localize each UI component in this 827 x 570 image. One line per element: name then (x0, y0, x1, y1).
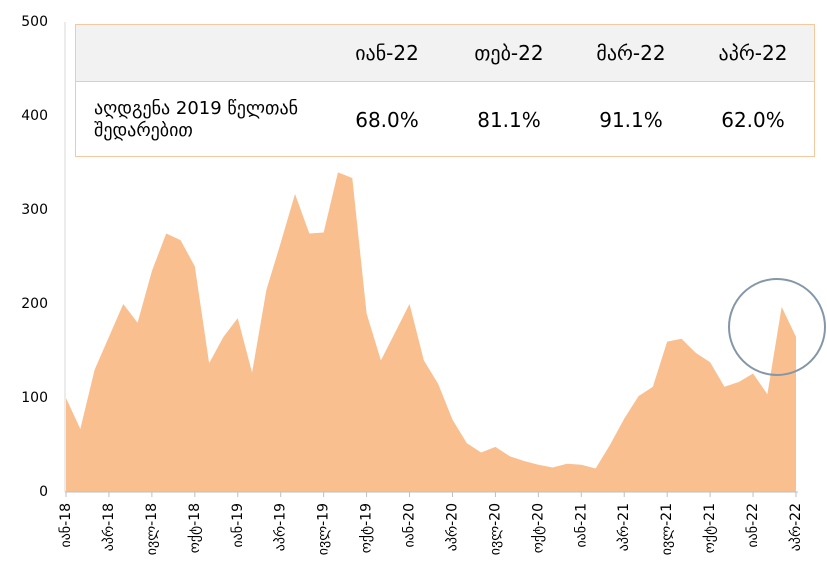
table-cell: 91.1% (599, 108, 663, 132)
x-tick-label: იან-19 (230, 503, 246, 548)
y-tick-label: 100 (21, 390, 48, 406)
x-tick-label: ივლ-20 (487, 503, 503, 555)
x-tick-label: აპრ-18 (100, 503, 117, 551)
table-header: იან-22 თებ-22 მარ-22 აპრ-22 (76, 25, 814, 82)
y-tick-label: 300 (21, 202, 48, 218)
x-tick-label: ოქტ-21 (702, 503, 718, 553)
x-tick-label: აპრ-19 (272, 503, 289, 551)
x-tick-label: ოქტ-20 (530, 503, 546, 553)
y-tick-label: 0 (39, 484, 48, 500)
area (66, 172, 796, 492)
y-tick-label: 200 (21, 296, 48, 312)
x-tick-label: ოქტ-18 (187, 503, 203, 553)
table-cell: 81.1% (477, 108, 541, 132)
x-tick-label: ივლ-19 (316, 503, 332, 555)
x-tick-label: იან-20 (402, 503, 418, 548)
table-header-cell: მარ-22 (596, 41, 666, 65)
table-header-cell: იან-22 (355, 41, 419, 65)
x-tick-label: ივლ-18 (144, 503, 160, 555)
table-header-cell: აპრ-22 (718, 41, 788, 65)
x-tick-label: ივლ-21 (659, 503, 675, 555)
x-tick-label: ოქტ-19 (359, 503, 375, 553)
y-tick-label: 400 (21, 108, 48, 124)
x-tick-label: იან-22 (745, 503, 761, 548)
x-tick-label: იან-18 (58, 503, 74, 548)
summary-table: იან-22 თებ-22 მარ-22 აპრ-22 აღდგენა 2019 წე… (75, 24, 815, 157)
table-header-cell: თებ-22 (474, 41, 544, 65)
table-row: აღდგენა 2019 წელთან შედარებით 68.0% 81.1% 9… (76, 82, 814, 158)
row-label: აღდგენა 2019 წელთან შედარებით (94, 98, 298, 141)
y-tick-label: 500 (21, 14, 48, 30)
x-tick-label: აპრ-22 (787, 503, 804, 551)
table-cell: 68.0% (355, 108, 419, 132)
table-cell: 62.0% (721, 108, 785, 132)
x-tick-label: აპრ-20 (443, 503, 460, 551)
header-empty (76, 25, 326, 81)
x-tick-label: იან-21 (573, 503, 589, 548)
x-tick-label: აპრ-21 (615, 503, 632, 551)
highlight-circle (728, 278, 826, 376)
